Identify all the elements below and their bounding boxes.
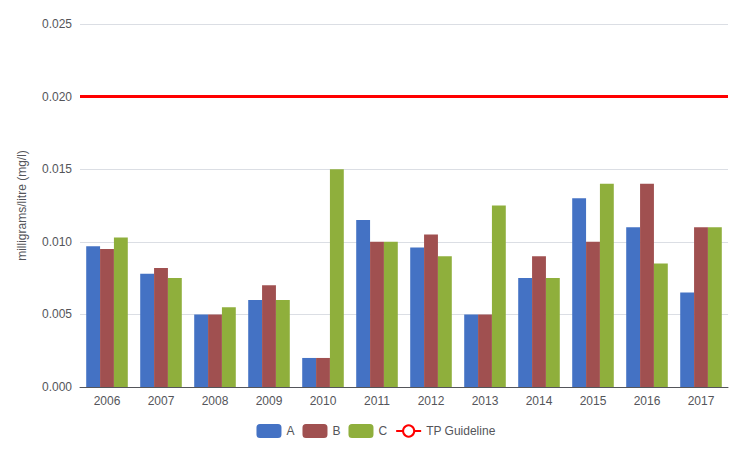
svg-text:2015: 2015 xyxy=(580,394,607,408)
svg-text:2017: 2017 xyxy=(688,394,715,408)
svg-text:milligrams/litre (mg/l): milligrams/litre (mg/l) xyxy=(15,150,29,261)
svg-text:0.005: 0.005 xyxy=(42,307,72,321)
svg-text:2013: 2013 xyxy=(472,394,499,408)
svg-text:2010: 2010 xyxy=(310,394,337,408)
svg-text:0.010: 0.010 xyxy=(42,235,72,249)
svg-text:0.025: 0.025 xyxy=(42,17,72,31)
svg-text:0.015: 0.015 xyxy=(42,162,72,176)
svg-text:B: B xyxy=(332,424,340,438)
svg-text:2016: 2016 xyxy=(634,394,661,408)
svg-text:2006: 2006 xyxy=(94,394,121,408)
svg-text:2012: 2012 xyxy=(418,394,445,408)
svg-text:2011: 2011 xyxy=(364,394,390,408)
svg-text:A: A xyxy=(286,424,294,438)
svg-text:C: C xyxy=(378,424,387,438)
svg-text:2009: 2009 xyxy=(256,394,283,408)
svg-text:0.020: 0.020 xyxy=(42,90,72,104)
svg-text:2007: 2007 xyxy=(148,394,175,408)
svg-text:TP Guideline: TP Guideline xyxy=(426,424,495,438)
svg-text:2014: 2014 xyxy=(526,394,553,408)
svg-text:0.000: 0.000 xyxy=(42,380,72,394)
svg-text:2008: 2008 xyxy=(202,394,229,408)
